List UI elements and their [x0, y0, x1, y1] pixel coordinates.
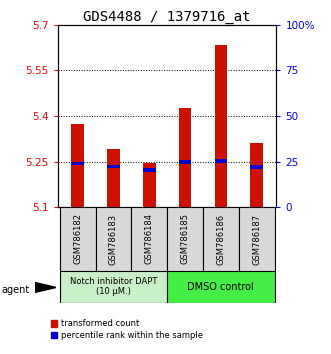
Text: GSM786185: GSM786185	[181, 213, 190, 264]
Bar	[60, 271, 167, 303]
Text: GSM786186: GSM786186	[216, 213, 225, 264]
Bar	[71, 124, 84, 207]
Bar	[167, 207, 203, 271]
Bar	[71, 162, 84, 165]
Bar	[203, 207, 239, 271]
Text: Notch inhibitor DAPT
(10 μM.): Notch inhibitor DAPT (10 μM.)	[70, 277, 157, 296]
Polygon shape	[35, 282, 56, 292]
Bar	[143, 169, 156, 172]
Text: DMSO control: DMSO control	[187, 282, 254, 292]
Bar	[60, 207, 96, 271]
Text: GSM786184: GSM786184	[145, 213, 154, 264]
Legend: transformed count, percentile rank within the sample: transformed count, percentile rank withi…	[51, 319, 203, 340]
Bar	[96, 207, 131, 271]
Bar	[107, 165, 120, 168]
Text: GSM786183: GSM786183	[109, 213, 118, 264]
Bar	[214, 45, 227, 207]
Text: GSM786182: GSM786182	[73, 213, 82, 264]
Bar	[251, 165, 263, 169]
Bar	[239, 207, 275, 271]
Bar	[179, 108, 191, 207]
Bar	[143, 163, 156, 207]
Title: GDS4488 / 1379716_at: GDS4488 / 1379716_at	[83, 10, 251, 24]
Text: GSM786187: GSM786187	[252, 213, 261, 264]
Bar	[131, 207, 167, 271]
Bar	[214, 159, 227, 162]
Bar	[251, 143, 263, 207]
Bar	[179, 160, 191, 164]
Bar	[167, 271, 275, 303]
Bar	[107, 149, 120, 207]
Text: agent: agent	[2, 285, 30, 295]
